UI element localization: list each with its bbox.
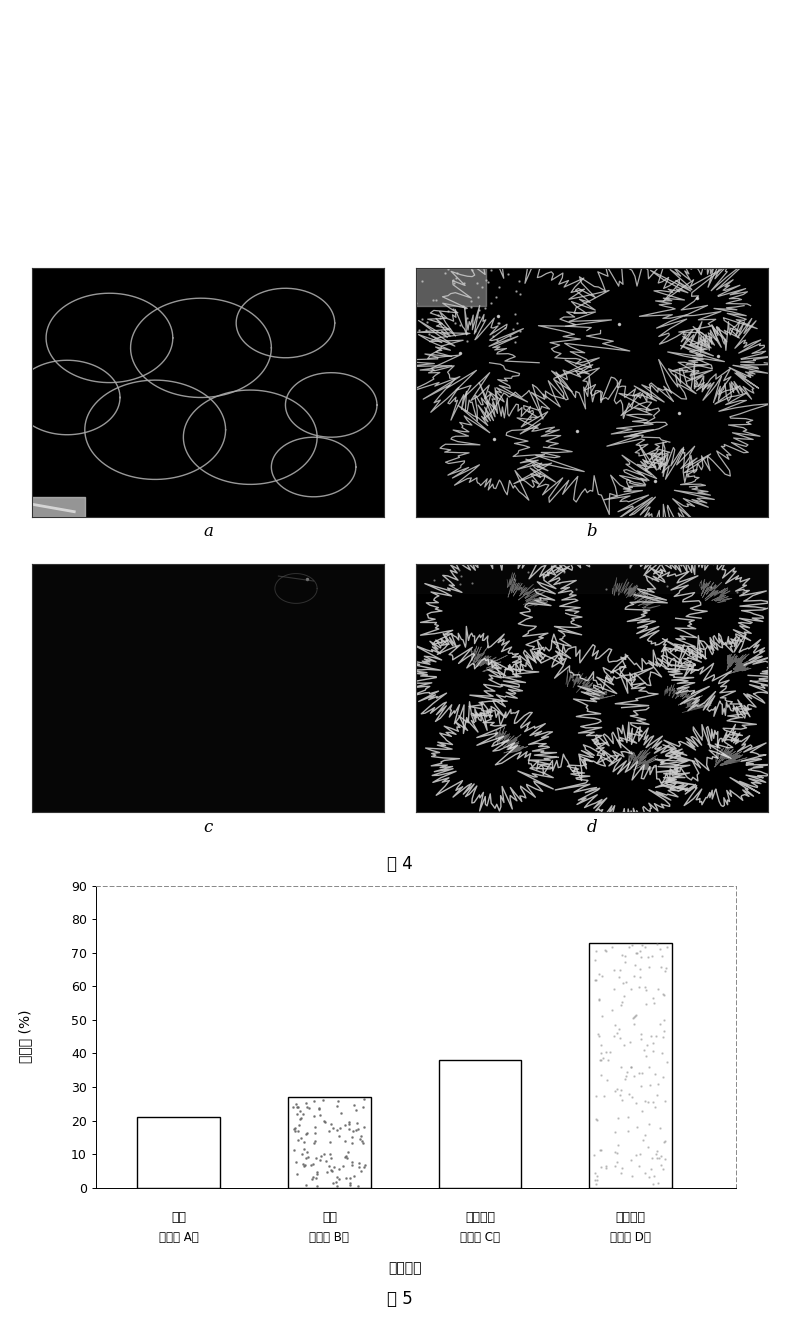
- Text: （方法 A）: （方法 A）: [159, 1232, 198, 1244]
- Text: 载药方法: 载药方法: [388, 1261, 422, 1275]
- Text: 吸附: 吸附: [171, 1210, 186, 1224]
- Text: d: d: [586, 819, 598, 836]
- Y-axis label: 包埋率 (%): 包埋率 (%): [18, 1011, 32, 1063]
- Text: 吸附: 吸附: [322, 1210, 337, 1224]
- Text: b: b: [586, 523, 598, 541]
- Bar: [138, 1117, 220, 1188]
- Bar: [288, 1098, 371, 1188]
- Bar: [438, 1060, 522, 1188]
- Text: 图 4: 图 4: [387, 855, 413, 872]
- Text: c: c: [203, 819, 213, 836]
- Text: a: a: [203, 523, 213, 541]
- Text: 图 5: 图 5: [387, 1291, 413, 1308]
- Text: （方法 D）: （方法 D）: [610, 1232, 651, 1244]
- Text: 直接包埋: 直接包埋: [465, 1210, 495, 1224]
- Text: （方法 C）: （方法 C）: [460, 1232, 500, 1244]
- Text: （方法 B）: （方法 B）: [310, 1232, 350, 1244]
- Text: 直接包埋: 直接包埋: [615, 1210, 646, 1224]
- Bar: [589, 942, 672, 1188]
